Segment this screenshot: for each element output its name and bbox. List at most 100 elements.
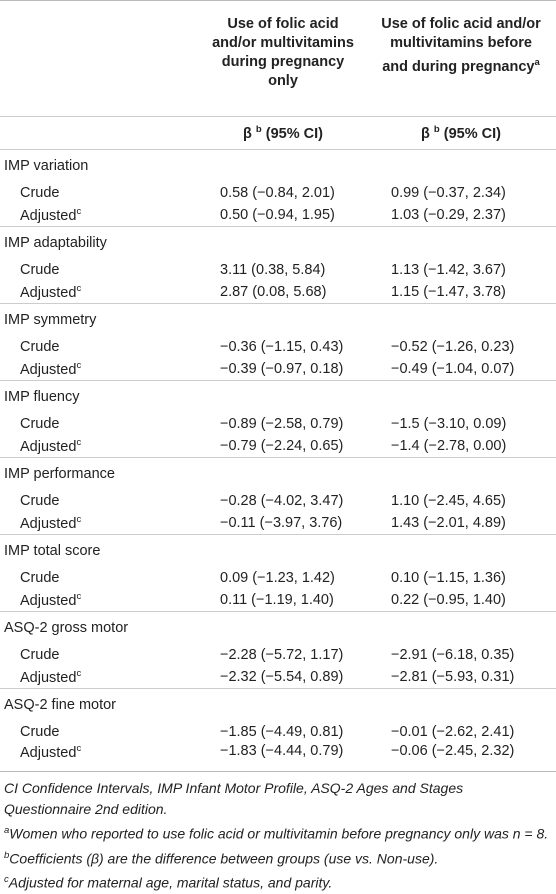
data-row: Adjustedc −2.32 (−5.54, 0.89) −2.81 (−5.93… <box>0 666 556 689</box>
row-label: Adjusted <box>20 744 77 761</box>
footnotes: CI Confidence Intervals, IMP Infant Moto… <box>0 772 556 894</box>
row-label: Crude <box>20 416 60 432</box>
group-row: IMP adaptability <box>0 226 556 259</box>
row-label: Crude <box>20 647 60 663</box>
results-table: Use of folic acid and/or multivitamins d… <box>0 0 556 772</box>
footnote-marker: c <box>76 668 82 680</box>
value-cell: 1.43 (−2.01, 4.89) <box>391 515 506 531</box>
row-label: Adjusted <box>20 284 77 301</box>
data-row: Adjustedc −0.79 (−2.24, 0.65) −1.4 (−2.78,… <box>0 435 556 458</box>
row-label-cell: Adjustedc <box>0 743 200 772</box>
value-cell: −0.06 (−2.45, 2.32) <box>366 743 556 772</box>
row-label-cell: Crude <box>0 567 200 589</box>
footnote: aWomen who reported to use folic acid or… <box>4 820 552 845</box>
value-cell: −0.28 (−4.02, 3.47) <box>220 493 344 509</box>
value-cell: −2.91 (−6.18, 0.35) <box>391 647 515 663</box>
row-label-cell: Adjustedc <box>0 435 200 458</box>
footnote-text: Women who reported to use folic acid or … <box>9 825 549 842</box>
header-row: Use of folic acid and/or multivitamins d… <box>0 0 556 117</box>
footnote: CI Confidence Intervals, IMP Infant Moto… <box>4 778 552 820</box>
subheader-text: β <box>243 125 252 142</box>
footnote-marker: c <box>76 283 82 295</box>
group-label: IMP variation <box>0 149 556 182</box>
value-cell: −1.83 (−4.44, 0.79) <box>200 743 366 772</box>
row-label-cell: Adjustedc <box>0 204 200 227</box>
value-cell: −0.49 (−1.04, 0.07) <box>391 361 515 377</box>
group-label: ASQ-2 fine motor <box>0 688 556 721</box>
group-label: IMP adaptability <box>0 226 556 259</box>
data-row: Crude 0.58 (−0.84, 2.01) 0.99 (−0.37, 2.34… <box>0 182 556 204</box>
group-label: IMP performance <box>0 457 556 490</box>
footnote-marker: a <box>534 57 540 68</box>
data-row: Crude −0.36 (−1.15, 0.43) −0.52 (−1.26, 0.… <box>0 336 556 358</box>
value-cell: −0.89 (−2.58, 0.79) <box>220 416 344 432</box>
data-row: Crude −0.28 (−4.02, 3.47) 1.10 (−2.45, 4.6… <box>0 490 556 512</box>
header-text: Use of folic acid and/or multivitamins b… <box>381 16 541 75</box>
value-cell: −1.85 (−4.49, 0.81) <box>220 724 344 740</box>
row-label: Crude <box>20 493 60 509</box>
row-label: Crude <box>20 339 60 355</box>
row-label-cell: Crude <box>0 182 200 204</box>
data-row: Adjustedc −0.11 (−3.97, 3.76) 1.43 (−2.01,… <box>0 512 556 535</box>
row-label-cell: Adjustedc <box>0 666 200 689</box>
value-cell: 3.11 (0.38, 5.84) <box>220 262 326 278</box>
group-label: IMP symmetry <box>0 303 556 336</box>
footnote-marker: c <box>76 360 82 372</box>
group-row: IMP total score <box>0 534 556 567</box>
header-cell: Use of folic acid and/or multivitamins d… <box>200 0 366 117</box>
row-label: Crude <box>20 570 60 586</box>
value-cell: −2.32 (−5.54, 0.89) <box>220 669 344 685</box>
group-label: IMP fluency <box>0 380 556 413</box>
footnote-marker: b <box>255 124 262 136</box>
data-row: Adjustedc −0.39 (−0.97, 0.18) −0.49 (−1.04… <box>0 358 556 381</box>
table-body: IMP variation Crude 0.58 (−0.84, 2.01) 0.99… <box>0 149 556 772</box>
group-row: IMP variation <box>0 149 556 182</box>
row-label-cell: Crude <box>0 490 200 512</box>
data-row: Crude −2.28 (−5.72, 1.17) −2.91 (−6.18, 0.… <box>0 644 556 666</box>
subheader-row: β b (95% CI) β b (95% CI) <box>0 116 556 150</box>
group-label: IMP total score <box>0 534 556 567</box>
value-cell: 0.50 (−0.94, 1.95) <box>220 207 335 223</box>
row-label-cell: Crude <box>0 259 200 281</box>
row-label-cell: Crude <box>0 413 200 435</box>
value-cell: 0.22 (−0.95, 1.40) <box>391 592 506 608</box>
header-text: Use of folic acid and/or multivitamins d… <box>212 16 354 89</box>
group-row: ASQ-2 gross motor <box>0 611 556 644</box>
subheader-cell: β b (95% CI) <box>366 116 556 150</box>
value-cell: 0.11 (−1.19, 1.40) <box>220 592 334 608</box>
footnote-marker: c <box>76 437 82 449</box>
data-row: Adjustedc −1.83 (−4.44, 0.79) −0.06 (−2.45… <box>0 743 556 772</box>
footnote-marker: b <box>433 124 440 136</box>
footnote-text: Adjusted for maternal age, marital statu… <box>8 874 333 891</box>
row-label-cell: Adjustedc <box>0 358 200 381</box>
subheader-cell <box>0 116 200 150</box>
footnote-marker: c <box>76 591 82 603</box>
footnote-text: Coefficients (β) are the difference betw… <box>9 850 439 867</box>
row-label: Adjusted <box>20 669 77 686</box>
footnote-text: CI Confidence Intervals, IMP Infant Moto… <box>4 780 464 817</box>
row-label-cell: Crude <box>0 721 200 743</box>
subheader-text: (95% CI) <box>265 125 323 142</box>
subheader-text: β <box>421 125 430 142</box>
row-label: Adjusted <box>20 207 77 224</box>
row-label-cell: Adjustedc <box>0 589 200 612</box>
value-cell: 1.15 (−1.47, 3.78) <box>391 284 506 300</box>
footnote-marker: c <box>76 743 82 754</box>
value-cell: −2.81 (−5.93, 0.31) <box>391 669 515 685</box>
data-row: Adjustedc 2.87 (0.08, 5.68) 1.15 (−1.47, 3… <box>0 281 556 304</box>
value-cell: −0.52 (−1.26, 0.23) <box>391 339 515 355</box>
value-cell: 0.58 (−0.84, 2.01) <box>220 185 335 201</box>
row-label-cell: Adjustedc <box>0 281 200 304</box>
row-label: Adjusted <box>20 361 77 378</box>
value-cell: −2.28 (−5.72, 1.17) <box>220 647 344 663</box>
row-label-cell: Crude <box>0 644 200 666</box>
footnote-marker: c <box>76 514 82 526</box>
row-label: Adjusted <box>20 438 77 455</box>
value-cell: −0.79 (−2.24, 0.65) <box>220 438 344 454</box>
value-cell: 2.87 (0.08, 5.68) <box>220 284 327 300</box>
data-row: Crude −0.89 (−2.58, 0.79) −1.5 (−3.10, 0.0… <box>0 413 556 435</box>
row-label: Crude <box>20 724 60 740</box>
value-cell: −1.5 (−3.10, 0.09) <box>391 416 507 432</box>
value-cell: 0.99 (−0.37, 2.34) <box>391 185 506 201</box>
